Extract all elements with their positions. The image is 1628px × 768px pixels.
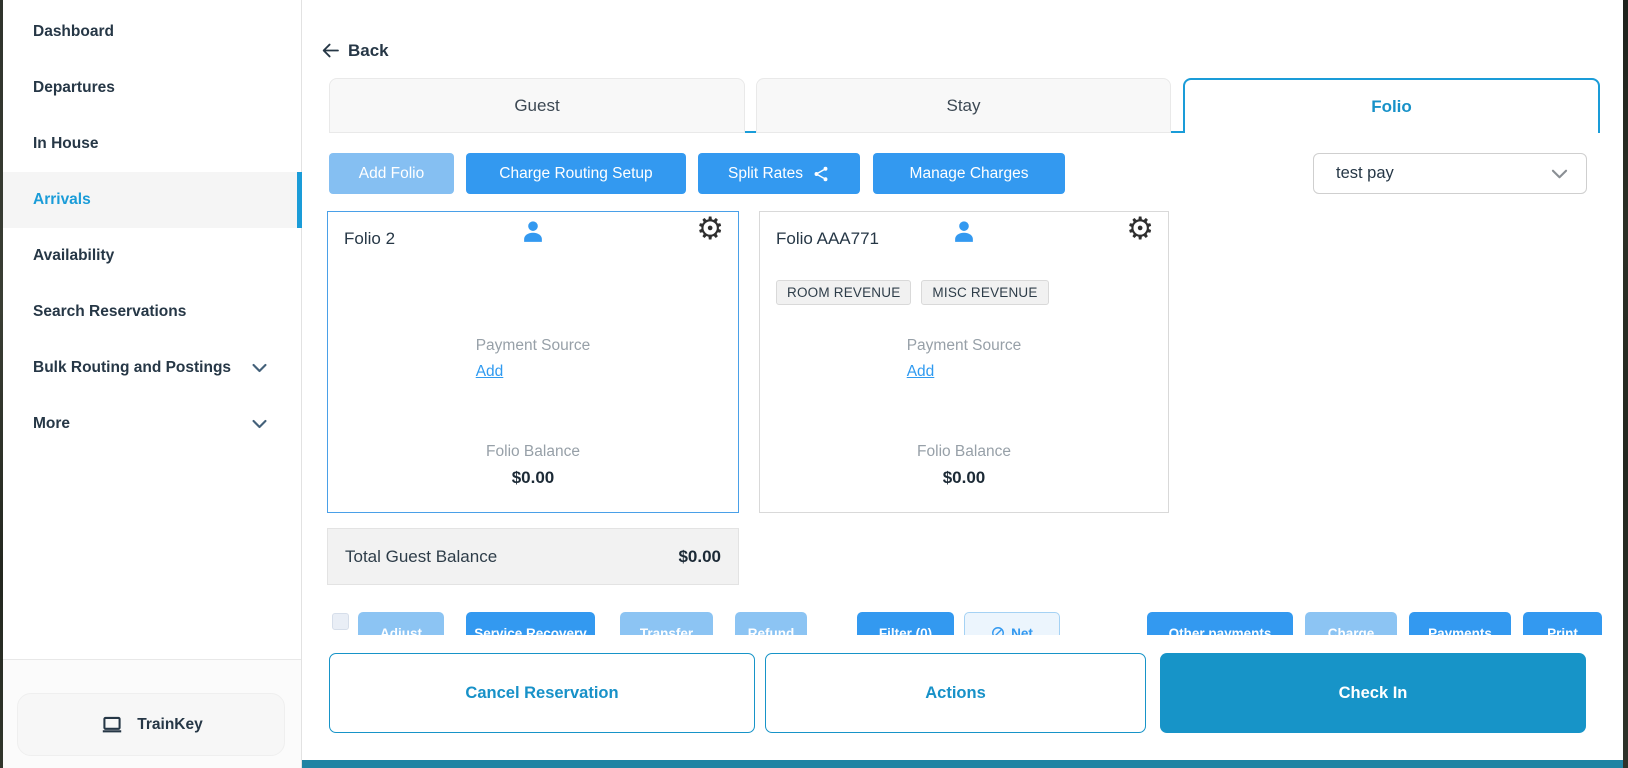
- add-folio-button[interactable]: Add Folio: [329, 153, 454, 194]
- folio-balance-block: Folio Balance $0.00: [760, 443, 1168, 488]
- folio-card-folio-2[interactable]: Folio 2 ⚙ Payment Source Add Folio Balan…: [327, 211, 739, 513]
- sidebar: Dashboard Departures In House Arrivals A…: [3, 0, 302, 768]
- sidebar-item-label: Departures: [33, 79, 115, 96]
- manage-charges-button[interactable]: Manage Charges: [873, 153, 1065, 194]
- tab-guest[interactable]: Guest: [329, 78, 745, 133]
- payment-source-label: Payment Source: [906, 337, 1022, 354]
- folio-balance-value: $0.00: [942, 468, 986, 487]
- sidebar-bottom-section: TrainKey: [3, 659, 301, 768]
- sidebar-item-dashboard[interactable]: Dashboard: [3, 4, 301, 60]
- select-all-checkbox[interactable]: [332, 613, 349, 630]
- room-revenue-badge: ROOM REVENUE: [776, 280, 912, 305]
- back-arrow-icon: [320, 40, 341, 61]
- back-button[interactable]: Back: [320, 40, 389, 61]
- tab-label: Folio: [1371, 96, 1412, 116]
- payment-method-select[interactable]: test pay: [1313, 153, 1587, 194]
- button-label: Add Folio: [358, 164, 425, 182]
- sidebar-item-bulk-routing[interactable]: Bulk Routing and Postings: [3, 340, 301, 396]
- chevron-down-icon: [1549, 163, 1570, 184]
- sidebar-item-search-reservations[interactable]: Search Reservations: [3, 284, 301, 340]
- check-in-button[interactable]: Check In: [1160, 653, 1586, 733]
- gear-icon[interactable]: ⚙: [1126, 211, 1154, 247]
- chevron-down-icon: [250, 359, 269, 378]
- guest-icon: [519, 218, 547, 246]
- sidebar-item-in-house[interactable]: In House: [3, 116, 301, 172]
- folio-card-folio-aaa771[interactable]: Folio AAA771 ⚙ ROOM REVENUE MISC REVENUE…: [759, 211, 1169, 513]
- folio-balance-value: $0.00: [511, 468, 555, 487]
- tab-label: Stay: [946, 95, 981, 115]
- cancel-reservation-button[interactable]: Cancel Reservation: [329, 653, 755, 733]
- revenue-badges: ROOM REVENUE MISC REVENUE: [776, 280, 1049, 305]
- sidebar-item-label: Search Reservations: [33, 303, 187, 320]
- button-label: Manage Charges: [909, 164, 1029, 182]
- sidebar-item-label: Arrivals: [33, 191, 91, 208]
- split-rates-button[interactable]: Split Rates: [698, 153, 860, 194]
- guest-icon: [950, 218, 978, 246]
- payment-source-block: Payment Source Add: [476, 337, 591, 381]
- back-label: Back: [348, 40, 389, 60]
- gear-icon[interactable]: ⚙: [696, 211, 724, 247]
- desktop-edge-left: [0, 0, 3, 768]
- sidebar-item-label: Bulk Routing and Postings: [33, 359, 232, 376]
- folio-card-title: Folio 2: [344, 229, 396, 248]
- sidebar-item-label: Availability: [33, 247, 115, 264]
- bottom-accent-bar: [302, 760, 1623, 768]
- desktop-edge-right: [1623, 0, 1628, 768]
- chevron-down-icon: [250, 415, 269, 434]
- active-indicator-bar: [297, 172, 302, 228]
- laptop-icon: [99, 712, 125, 738]
- sidebar-item-label: More: [33, 415, 71, 432]
- share-icon: [812, 165, 830, 183]
- selected-value: test pay: [1336, 164, 1394, 182]
- add-payment-source-link[interactable]: Add: [906, 363, 935, 380]
- button-label: Actions: [925, 683, 986, 702]
- sidebar-item-arrivals[interactable]: Arrivals: [3, 172, 302, 228]
- button-label: Cancel Reservation: [465, 683, 619, 702]
- sidebar-item-availability[interactable]: Availability: [3, 228, 301, 284]
- sidebar-item-label: In House: [33, 135, 99, 152]
- folio-card-title: Folio AAA771: [776, 229, 880, 248]
- payment-source-label: Payment Source: [475, 337, 591, 354]
- main-panel: Back Guest Stay Folio Add Folio Charge R…: [302, 0, 1623, 768]
- folio-balance-label: Folio Balance: [917, 443, 1011, 460]
- folio-balance-label: Folio Balance: [486, 443, 580, 460]
- tab-label: Guest: [514, 95, 560, 115]
- total-guest-balance-label: Total Guest Balance: [345, 546, 498, 566]
- reservation-footer: Cancel Reservation Actions Check In: [302, 635, 1623, 768]
- trainkey-button[interactable]: TrainKey: [17, 693, 285, 756]
- sidebar-item-departures[interactable]: Departures: [3, 60, 301, 116]
- total-guest-balance-bar: Total Guest Balance $0.00: [327, 528, 739, 585]
- tab-stay[interactable]: Stay: [756, 78, 1171, 133]
- misc-revenue-badge: MISC REVENUE: [921, 280, 1049, 305]
- button-label: Split Rates: [728, 164, 803, 182]
- total-guest-balance-value: $0.00: [678, 546, 721, 566]
- button-label: Charge Routing Setup: [499, 164, 653, 182]
- sidebar-item-label: Dashboard: [33, 23, 114, 40]
- tab-folio[interactable]: Folio: [1183, 78, 1600, 133]
- folio-balance-block: Folio Balance $0.00: [328, 443, 738, 488]
- charge-routing-setup-button[interactable]: Charge Routing Setup: [466, 153, 686, 194]
- button-label: Check In: [1338, 683, 1408, 702]
- trainkey-label: TrainKey: [137, 715, 203, 733]
- add-payment-source-link[interactable]: Add: [475, 363, 504, 380]
- actions-button[interactable]: Actions: [765, 653, 1146, 733]
- payment-source-block: Payment Source Add: [907, 337, 1022, 381]
- sidebar-item-more[interactable]: More: [3, 396, 301, 452]
